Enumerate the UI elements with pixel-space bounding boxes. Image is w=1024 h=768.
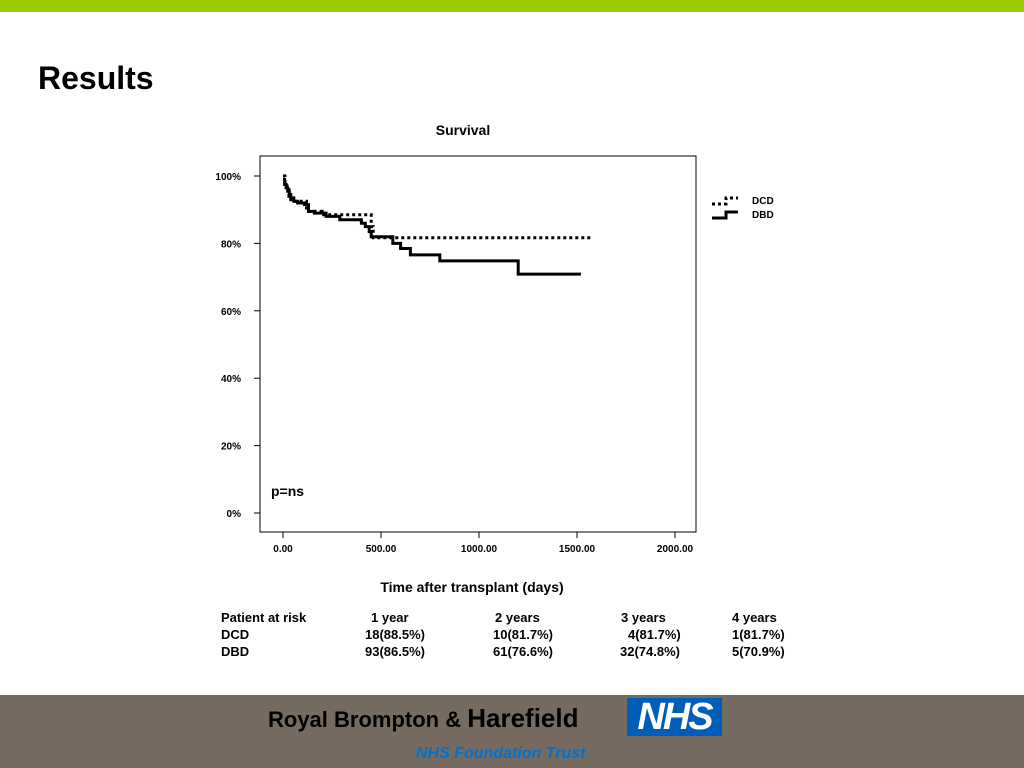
x-axis-label: Time after transplant (days): [380, 579, 563, 595]
risk-cell-2-years: 61(76.6%): [493, 644, 553, 659]
risk-cell-4-years: 1(81.7%): [732, 627, 785, 642]
slide-title: Results: [38, 60, 154, 96]
series-dbd-line: [283, 177, 581, 276]
risk-cell-1-year: 18(88.5%): [365, 627, 425, 642]
chart-title: Survival: [436, 122, 490, 138]
y-tick-label: 80%: [221, 239, 241, 250]
risk-header-2-years: 2 years: [495, 610, 540, 625]
series-dcd-line: [283, 174, 591, 240]
risk-row-group: DBD: [221, 644, 250, 659]
risk-cell-3-years: 4(81.7%): [628, 627, 681, 642]
risk-header-4-years: 4 years: [732, 610, 777, 625]
organisation-name-prefix: Royal Brompton &: [268, 707, 468, 732]
plot-frame: [259, 155, 697, 533]
risk-cell-4-years: 5(70.9%): [732, 644, 785, 659]
y-tick-label: 40%: [221, 374, 241, 385]
y-tick-label: 0%: [227, 509, 242, 520]
risk-cell-3-years: 32(74.8%): [620, 644, 680, 659]
legend-label-dcd: DCD: [752, 196, 774, 207]
legend-swatch-dcd: [712, 196, 738, 206]
y-tick-label: 20%: [221, 442, 241, 453]
risk-cell-2-years: 10(81.7%): [493, 627, 553, 642]
x-tick-label: 2000.00: [657, 544, 694, 555]
risk-header-1-year: 1 year: [371, 610, 409, 625]
top-accent-bar: [0, 0, 1024, 12]
risk-header-3-years: 3 years: [621, 610, 666, 625]
risk-cell-1-year: 93(86.5%): [365, 644, 425, 659]
organisation-name: Royal Brompton & Harefield: [268, 703, 579, 734]
trust-name: NHS Foundation Trust: [416, 745, 586, 762]
x-tick-label: 1500.00: [559, 544, 596, 555]
risk-header-label: Patient at risk: [221, 610, 307, 625]
legend-swatch-dbd: [712, 210, 738, 220]
footer-bar: Royal Brompton & Harefield NHS NHS Found…: [0, 695, 1024, 768]
x-tick-label: 0.00: [273, 544, 293, 555]
y-tick-label: 60%: [221, 307, 241, 318]
organisation-name-last: Harefield: [467, 703, 579, 733]
survival-chart: Survival 0% 20% 40% 60% 80% 100% 0.00 500.00 1000…: [215, 122, 774, 595]
p-value-annotation: p=ns: [271, 483, 304, 499]
x-tick-label: 1000.00: [461, 544, 498, 555]
legend-label-dbd: DBD: [752, 210, 774, 221]
nhs-logo: NHS: [627, 698, 722, 736]
x-tick-label: 500.00: [366, 544, 397, 555]
risk-row-group: DCD: [221, 627, 250, 642]
y-tick-label: 100%: [215, 172, 241, 183]
